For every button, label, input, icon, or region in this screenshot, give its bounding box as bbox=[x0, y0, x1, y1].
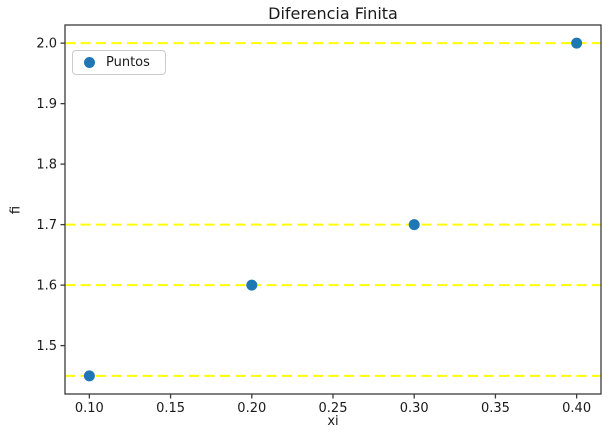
data-point bbox=[246, 279, 258, 291]
x-tick-label: 0.10 bbox=[75, 401, 104, 416]
x-tick-label: 0.20 bbox=[237, 401, 266, 416]
data-point bbox=[571, 37, 583, 49]
legend: Puntos bbox=[72, 50, 166, 75]
axes-spines bbox=[64, 24, 602, 395]
data-point bbox=[83, 370, 95, 382]
x-tick-label: 0.40 bbox=[562, 401, 591, 416]
y-tick-label: 1.6 bbox=[36, 279, 57, 294]
y-tick-label: 1.7 bbox=[36, 218, 57, 233]
chart-title: Diferencia Finita bbox=[268, 4, 398, 23]
y-axis-label: fi bbox=[8, 205, 24, 215]
data-point bbox=[408, 219, 420, 231]
legend-marker-icon bbox=[84, 57, 95, 68]
y-tick-label: 2.0 bbox=[36, 37, 57, 52]
legend-label: Puntos bbox=[106, 55, 150, 70]
y-tick-label: 1.9 bbox=[36, 97, 57, 112]
y-tick-label: 1.8 bbox=[36, 158, 57, 173]
x-tick-label: 0.35 bbox=[481, 401, 510, 416]
y-tick-label: 1.5 bbox=[36, 339, 57, 354]
x-axis-label: xi bbox=[327, 414, 339, 429]
x-tick-label: 0.15 bbox=[156, 401, 185, 416]
x-tick-label: 0.30 bbox=[400, 401, 429, 416]
x-tick-label: 0.25 bbox=[319, 401, 348, 416]
